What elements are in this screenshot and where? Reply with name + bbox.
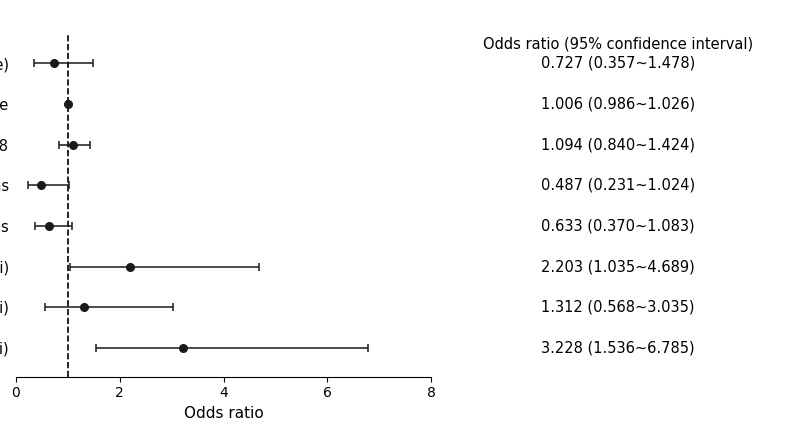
Text: 1.312 (0.568~3.035): 1.312 (0.568~3.035) — [542, 300, 695, 315]
Text: 2.203 (1.035~4.689): 2.203 (1.035~4.689) — [541, 259, 695, 274]
Text: 3.228 (1.536~6.785): 3.228 (1.536~6.785) — [542, 341, 695, 355]
Text: 1.006 (0.986~1.026): 1.006 (0.986~1.026) — [541, 97, 695, 111]
Text: 0.727 (0.357~1.478): 0.727 (0.357~1.478) — [541, 56, 695, 71]
Text: 1.094 (0.840~1.424): 1.094 (0.840~1.424) — [541, 137, 695, 152]
X-axis label: Odds ratio: Odds ratio — [183, 406, 264, 421]
Text: 0.633 (0.370~1.083): 0.633 (0.370~1.083) — [542, 219, 695, 233]
Text: Odds ratio (95% confidence interval): Odds ratio (95% confidence interval) — [483, 37, 753, 52]
Text: 0.487 (0.231~1.024): 0.487 (0.231~1.024) — [541, 178, 695, 193]
